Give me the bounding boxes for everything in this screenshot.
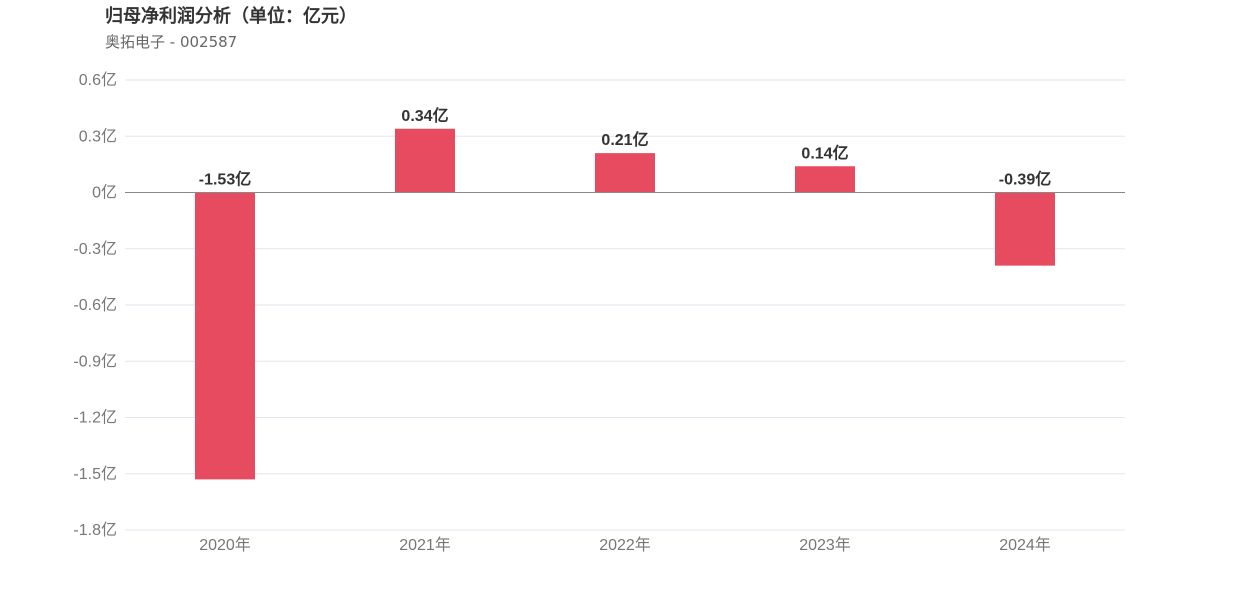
y-tick-label: -0.6亿 <box>73 296 117 314</box>
data-label: 0.14亿 <box>801 143 848 162</box>
x-tick-label: 2021年 <box>399 536 451 554</box>
bars <box>195 128 1055 480</box>
data-label: -0.39亿 <box>999 170 1051 189</box>
bar <box>795 166 855 193</box>
y-tick-label: 0.6亿 <box>79 71 117 89</box>
x-tick-label: 2022年 <box>599 536 651 554</box>
data-labels: -1.53亿 0.34亿 0.21亿 0.14亿 -0.39亿 <box>199 106 1051 189</box>
x-tick-label: 2024年 <box>999 536 1051 554</box>
bar <box>195 192 255 480</box>
x-tick-label: 2023年 <box>799 536 851 554</box>
bar <box>995 192 1055 266</box>
data-label: 0.21亿 <box>601 130 648 149</box>
bar <box>595 153 655 193</box>
x-tick-label: 2020年 <box>199 536 251 554</box>
x-axis-ticks: 2020年 2021年 2022年 2023年 2024年 <box>199 536 1051 554</box>
grid-lines <box>125 79 1125 531</box>
bar <box>395 128 455 193</box>
y-tick-label: 0.3亿 <box>79 127 117 145</box>
data-label: 0.34亿 <box>401 106 448 125</box>
y-axis-ticks: 0.6亿 0.3亿 0亿 -0.3亿 -0.6亿 -0.9亿 -1.2亿 -1.5亿 -1.8亿 <box>73 71 117 539</box>
y-tick-label: -0.9亿 <box>73 352 117 370</box>
data-label: -1.53亿 <box>199 170 251 189</box>
y-tick-label: -1.5亿 <box>73 465 117 483</box>
y-tick-label: -1.2亿 <box>73 409 117 427</box>
chart-subtitle: 奥拓电子 - 002587 <box>105 33 238 51</box>
y-tick-label: 0亿 <box>92 184 117 202</box>
y-tick-label: -0.3亿 <box>73 240 117 258</box>
y-tick-label: -1.8亿 <box>73 521 117 539</box>
chart-title: 归母净利润分析（单位：亿元） <box>105 6 357 27</box>
